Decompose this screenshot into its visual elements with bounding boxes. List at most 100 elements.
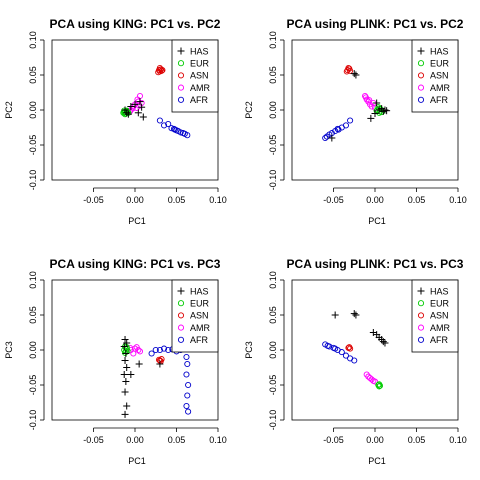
data-point-has xyxy=(123,402,131,410)
data-point-has xyxy=(127,103,135,110)
data-point-afr xyxy=(324,342,331,349)
data-point-asn xyxy=(343,68,350,75)
legend-label-asn: ASN xyxy=(430,311,449,321)
legend-label-eur: EUR xyxy=(190,299,210,309)
data-point-has xyxy=(121,336,129,343)
data-point-has xyxy=(331,311,339,319)
data-point-has xyxy=(352,71,360,79)
data-point-afr xyxy=(184,360,191,368)
data-point-has xyxy=(131,100,139,108)
y-tick-label: 0.10 xyxy=(28,271,38,289)
legend-label-eur: EUR xyxy=(430,59,450,69)
x-tick-label: 0.10 xyxy=(209,195,227,205)
data-point-has xyxy=(123,109,131,117)
y-tick-label: -0.05 xyxy=(268,135,278,156)
chart-title: PCA using KING: PC1 vs. PC2 xyxy=(50,17,221,31)
legend: HAS EUR ASN AMR AFR xyxy=(171,279,219,353)
x-tick-label: 0.05 xyxy=(168,195,186,205)
data-point-has xyxy=(138,103,146,111)
data-point-afr xyxy=(183,371,190,378)
chart-panel-2: PCA using PLINK: PC1 vs. PC2 -0.05 0.00 0.0… xyxy=(244,17,467,226)
chart-panel-4: PCA using PLINK: PC1 vs. PC3 -0.05 0.00 0.0… xyxy=(244,257,467,466)
legend-label-eur: EUR xyxy=(430,299,450,309)
data-point-afr xyxy=(323,133,330,140)
data-point-afr xyxy=(335,126,342,133)
y-tick-label: -0.10 xyxy=(268,410,278,431)
data-point-has xyxy=(379,338,387,346)
data-point-has xyxy=(124,110,132,118)
legend-box xyxy=(411,39,459,113)
data-point-afr xyxy=(322,134,329,142)
legend-marker-eur xyxy=(177,300,185,307)
legend-box xyxy=(171,279,219,353)
data-point-afr xyxy=(185,381,192,389)
legend-marker-has xyxy=(177,47,185,55)
legend-label-has: HAS xyxy=(190,46,209,56)
legend-label-amr: AMR xyxy=(430,83,451,93)
data-point-has xyxy=(379,107,387,115)
legend-box xyxy=(171,39,219,113)
y-tick-label: -0.05 xyxy=(28,375,38,396)
data-point-asn xyxy=(345,64,352,72)
data-point-asn xyxy=(346,344,353,351)
data-point-asn xyxy=(156,356,163,363)
legend-label-asn: ASN xyxy=(190,71,209,81)
data-point-has xyxy=(352,311,360,319)
y-tick-label: -0.10 xyxy=(28,170,38,191)
chart-panel-3: PCA using KING: PC1 vs. PC3 -0.05 0.00 0.05… xyxy=(4,257,227,466)
data-point-afr xyxy=(351,357,358,364)
data-point-amr xyxy=(136,348,144,355)
data-point-eur xyxy=(376,383,383,390)
data-point-has xyxy=(120,343,128,350)
y-axis-label: PC2 xyxy=(244,101,254,119)
data-point-afr xyxy=(160,345,168,352)
y-tick-label: 0.00 xyxy=(268,341,278,359)
x-axis-label: PC1 xyxy=(128,456,146,466)
legend-label-asn: ASN xyxy=(190,311,209,321)
data-point-afr xyxy=(156,346,163,354)
data-point-has xyxy=(328,134,336,142)
y-tick-label: 0.05 xyxy=(28,306,38,324)
data-point-afr xyxy=(185,408,192,415)
legend-marker-afr xyxy=(417,96,425,103)
data-point-has xyxy=(120,371,128,378)
data-point-amr xyxy=(368,103,375,110)
data-point-afr xyxy=(173,127,180,134)
data-point-afr xyxy=(168,125,175,132)
x-tick-label: 0.00 xyxy=(126,435,144,445)
x-tick-label: -0.05 xyxy=(323,195,344,205)
y-tick-label: 0.00 xyxy=(28,101,38,119)
x-tick-label: -0.05 xyxy=(323,435,344,445)
x-tick-label: 0.10 xyxy=(209,435,227,445)
x-tick-label: 0.00 xyxy=(366,195,384,205)
y-tick-label: 0.10 xyxy=(268,271,278,289)
legend: HAS EUR ASN AMR AFR xyxy=(411,279,459,353)
legend-label-afr: AFR xyxy=(190,335,209,345)
data-point-afr xyxy=(184,392,191,399)
data-point-has xyxy=(136,98,144,106)
legend-label-has: HAS xyxy=(430,286,449,296)
legend-marker-asn xyxy=(417,312,425,319)
data-point-afr xyxy=(334,125,341,132)
legend-marker-afr xyxy=(177,336,185,343)
data-point-afr xyxy=(184,132,191,139)
x-tick-label: -0.05 xyxy=(83,195,104,205)
legend-marker-has xyxy=(417,287,425,295)
legend-marker-eur xyxy=(417,60,425,67)
data-point-has xyxy=(381,339,389,347)
legend-marker-amr xyxy=(177,324,185,331)
data-point-has xyxy=(371,110,379,117)
chart-title: PCA using PLINK: PC1 vs. PC3 xyxy=(287,257,464,271)
legend-marker-asn xyxy=(417,72,425,79)
y-tick-label: 0.10 xyxy=(268,31,278,49)
data-point-has xyxy=(134,109,142,117)
data-point-amr xyxy=(366,97,373,104)
data-point-afr xyxy=(338,349,345,356)
x-tick-label: 0.10 xyxy=(449,435,467,445)
data-point-has xyxy=(122,350,130,357)
x-tick-label: 0.00 xyxy=(126,195,144,205)
data-point-has xyxy=(367,114,375,122)
legend-marker-amr xyxy=(417,324,425,331)
legend: HAS EUR ASN AMR AFR xyxy=(171,39,219,113)
